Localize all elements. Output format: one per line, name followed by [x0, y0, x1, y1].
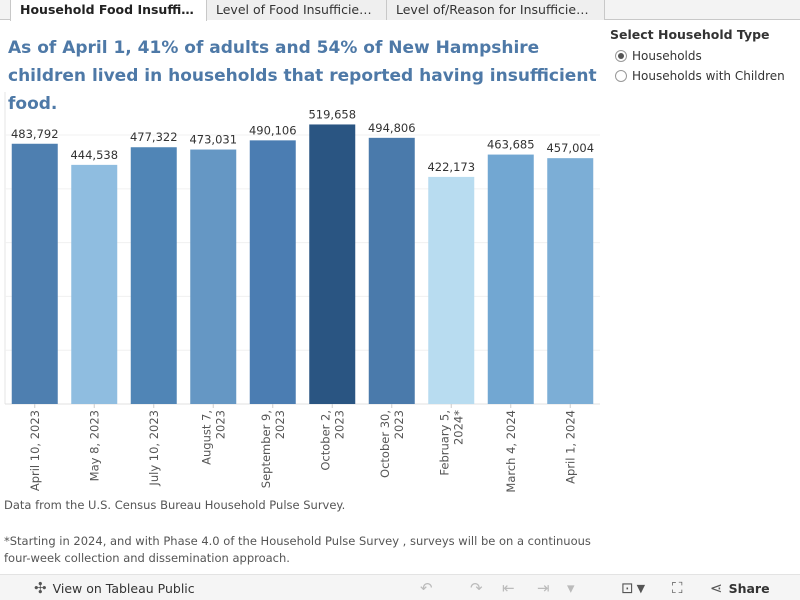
fullscreen-button[interactable]: ⛶: [672, 575, 683, 600]
category-label-line: October 2,: [318, 410, 332, 471]
share-button[interactable]: ⋖ Share: [710, 575, 770, 600]
category-label-line: October 30,: [378, 410, 392, 478]
tab-bar: Household Food Insufficiency Level of Fo…: [0, 0, 800, 21]
bar[interactable]: [428, 176, 475, 404]
undo-icon: ↶: [420, 579, 433, 597]
category-label-line: 2023: [332, 410, 346, 439]
data-label: 519,658: [308, 107, 356, 121]
data-label: 444,538: [70, 148, 118, 162]
revert-button[interactable]: ⇤: [502, 575, 515, 600]
chevron-down-icon: ▼: [636, 581, 646, 595]
bar[interactable]: [368, 137, 415, 404]
refresh-button[interactable]: ⇥: [537, 575, 550, 600]
pause-button[interactable]: ▾: [567, 575, 575, 600]
data-label: 494,806: [368, 121, 416, 135]
data-label: 422,173: [427, 160, 475, 174]
category-label: March 4, 2024: [504, 410, 518, 492]
category-label-line: 2024*: [451, 410, 465, 445]
tab-level-of-food-insufficiency[interactable]: Level of Food Insufficiency: [207, 0, 387, 20]
category-label: October 30,2023: [378, 410, 406, 478]
category-label-line: 2023: [213, 410, 227, 439]
refresh-icon: ⇥: [537, 579, 550, 597]
view-on-tableau-public-link[interactable]: ✣ View on Tableau Public: [34, 575, 195, 600]
category-label: April 1, 2024: [563, 410, 577, 484]
bar[interactable]: [71, 164, 118, 404]
bar[interactable]: [11, 143, 58, 404]
radio-label-households-with-children: Households with Children: [632, 69, 785, 83]
source-note: Data from the U.S. Census Bureau Househo…: [4, 498, 346, 512]
tab-level-reason-insufficiency[interactable]: Level of/Reason for Insufficien...: [387, 0, 605, 20]
category-label-line: September 9,: [259, 410, 273, 488]
tableau-logo-icon: ✣: [34, 579, 47, 597]
revert-icon: ⇤: [502, 579, 515, 597]
redo-icon: ↷: [470, 579, 483, 597]
category-label-line: August 7,: [199, 410, 213, 465]
category-label: May 8, 2023: [87, 410, 101, 481]
bottom-toolbar: ✣ View on Tableau Public ↶ ↷ ⇤ ⇥ ▾ ⊡ ▼ ⛶…: [0, 574, 800, 600]
footnote: *Starting in 2024, and with Phase 4.0 of…: [4, 534, 591, 565]
share-icon: ⋖: [710, 579, 723, 597]
category-label: October 2,2023: [318, 410, 346, 471]
radio-selected-icon[interactable]: [615, 50, 627, 62]
bar-chart: 483,792 April 10, 2023 444,538 May 8, 2023 4…: [4, 92, 600, 492]
bar[interactable]: [309, 124, 356, 404]
category-label: April 10, 2023: [28, 410, 42, 491]
download-icon: ⊡: [621, 579, 634, 597]
bar[interactable]: [547, 158, 594, 404]
category-label: September 9,2023: [259, 410, 287, 488]
view-on-tableau-label: View on Tableau Public: [52, 580, 195, 596]
radio-label-households: Households: [632, 49, 702, 63]
data-label: 490,106: [249, 123, 297, 137]
radio-option-households-with-children[interactable]: Households with Children: [610, 66, 800, 86]
category-label-line: May 8, 2023: [87, 410, 101, 481]
undo-button[interactable]: ↶: [420, 575, 433, 600]
bar[interactable]: [130, 147, 177, 404]
category-label-line: July 10, 2023: [147, 410, 161, 487]
redo-button[interactable]: ↷: [470, 575, 483, 600]
household-type-filter: Select Household Type Households Househo…: [610, 27, 800, 86]
category-label: August 7,2023: [199, 410, 227, 465]
category-label-line: February 5,: [437, 410, 451, 476]
bar[interactable]: [249, 140, 296, 404]
category-label: February 5,2024*: [437, 410, 465, 476]
data-label: 477,322: [130, 130, 178, 144]
data-label: 457,004: [546, 141, 594, 155]
bar[interactable]: [190, 149, 237, 404]
download-button[interactable]: ⊡ ▼: [621, 575, 645, 600]
data-label: 473,031: [189, 133, 237, 147]
data-label: 463,685: [487, 138, 535, 152]
pause-icon: ▾: [567, 579, 575, 597]
radio-unselected-icon[interactable]: [615, 70, 627, 82]
filter-title: Select Household Type: [610, 27, 770, 42]
category-label-line: 2023: [273, 410, 287, 439]
category-label-line: April 10, 2023: [28, 410, 42, 491]
radio-option-households[interactable]: Households: [610, 46, 800, 66]
fullscreen-icon: ⛶: [672, 579, 683, 597]
bar[interactable]: [487, 154, 534, 404]
category-label-line: April 1, 2024: [563, 410, 577, 484]
page-title: As of April 1, 41% of adults and 54% of …: [8, 38, 597, 114]
category-label-line: 2023: [392, 410, 406, 439]
data-label: 483,792: [11, 127, 59, 141]
category-label: July 10, 2023: [147, 410, 161, 487]
category-label-line: March 4, 2024: [504, 410, 518, 492]
share-label: Share: [728, 580, 770, 596]
tab-household-food-insufficiency[interactable]: Household Food Insufficiency: [10, 0, 207, 21]
